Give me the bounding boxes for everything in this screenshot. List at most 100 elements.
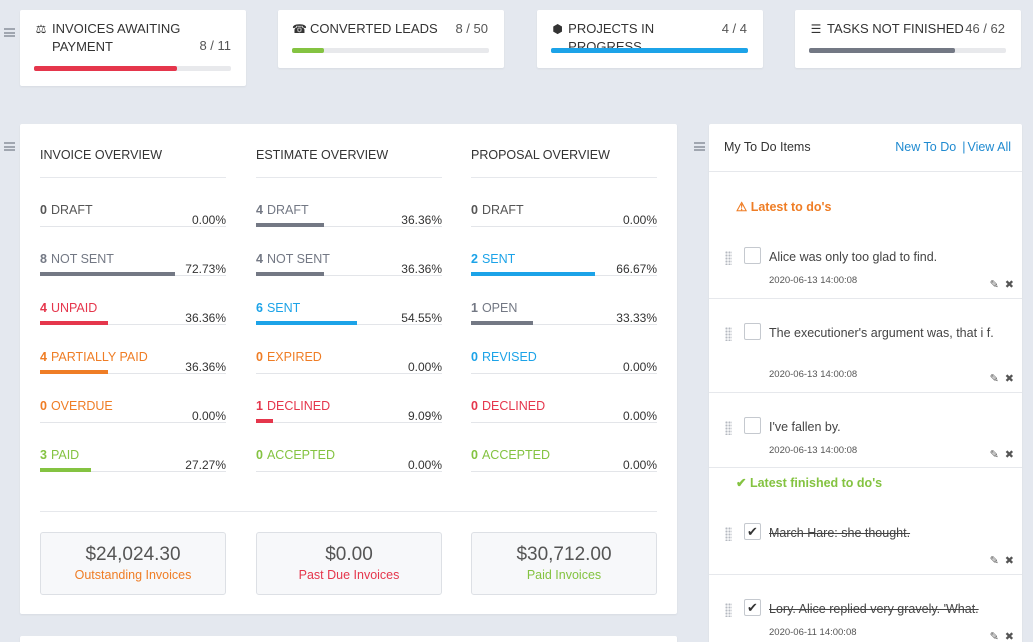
status-label[interactable]: 4 Unpaid: [40, 301, 97, 315]
overview-row: 4 Partially Paid 36.36%: [40, 325, 226, 374]
check-icon: ✔: [736, 476, 747, 490]
status-name: Partially Paid: [50, 350, 148, 364]
stat-progress-track: [551, 48, 748, 53]
warning-icon: ⚠: [736, 200, 748, 214]
drag-handle-icon[interactable]: [4, 28, 15, 37]
latest-todos-heading: ⚠ Latest to do's: [736, 199, 831, 214]
delete-icon[interactable]: ✖: [1004, 279, 1014, 291]
todo-text: Lory. Alice replied very gravely. 'What.: [769, 602, 979, 616]
status-name: Unpaid: [50, 301, 98, 315]
status-count: 0: [40, 399, 47, 413]
drag-grip-icon[interactable]: [725, 251, 732, 265]
status-label[interactable]: 3 Paid: [40, 448, 79, 462]
edit-icon[interactable]: ✎: [989, 555, 999, 567]
todo-date: 2020-06-13 14:00:08: [769, 275, 858, 286]
status-percent: 0.00%: [622, 409, 657, 423]
drag-handle-icon[interactable]: [694, 142, 705, 151]
edit-icon[interactable]: ✎: [989, 373, 999, 385]
status-label[interactable]: 6 Sent: [256, 301, 300, 315]
todo-header: My To Do Items New To Do | View All: [709, 124, 1022, 172]
status-label[interactable]: 0 Accepted: [256, 448, 335, 462]
status-name: Accepted: [481, 448, 551, 462]
overview-row: 0 Accepted 0.00%: [256, 423, 442, 472]
status-label[interactable]: 0 Draft: [40, 203, 93, 217]
status-label[interactable]: 1 Open: [471, 301, 517, 315]
todo-checkbox[interactable]: [744, 247, 761, 264]
status-count: 0: [471, 399, 478, 413]
status-label[interactable]: 0 Expired: [256, 350, 322, 364]
edit-icon[interactable]: ✎: [989, 449, 999, 461]
finished-todos-label: Latest finished to do's: [749, 476, 883, 490]
status-percent: 72.73%: [185, 262, 226, 276]
delete-icon[interactable]: ✖: [1004, 631, 1014, 642]
status-name: Paid: [50, 448, 80, 462]
stat-title: Invoices Awaiting Payment: [52, 21, 181, 54]
stat-progress-fill: [34, 66, 178, 71]
status-name: Draft: [266, 203, 309, 217]
todo-date: 2020-06-11 14:00:08: [769, 627, 857, 638]
status-name: Draft: [481, 203, 524, 217]
view-all-link[interactable]: View All: [967, 140, 1011, 154]
status-label[interactable]: 2 Sent: [471, 252, 515, 266]
status-count: 0: [471, 448, 478, 462]
todo-checkbox-checked[interactable]: ✔: [744, 599, 761, 616]
status-name: Not Sent: [266, 252, 330, 266]
drag-grip-icon[interactable]: [725, 327, 732, 341]
finished-todos-heading: ✔ Latest finished to do's: [736, 475, 882, 490]
drag-handle-icon[interactable]: [4, 142, 15, 151]
status-percent: 9.09%: [407, 409, 442, 423]
status-name: Revised: [481, 350, 537, 364]
edit-icon[interactable]: ✎: [989, 279, 999, 291]
status-count: 0: [471, 203, 478, 217]
drag-grip-icon[interactable]: [725, 421, 732, 435]
estimate-overview: Estimate Overview 4 Draft 36.36% 4 Not Sent 3…: [256, 148, 442, 472]
todo-item: Alice was only too glad to find. 2020-06…: [709, 243, 1022, 299]
status-label[interactable]: 4 Partially Paid: [40, 350, 148, 364]
status-count: 4: [256, 252, 263, 266]
status-count: 0: [256, 350, 263, 364]
latest-todos-label: Latest to do's: [750, 200, 832, 214]
overview-row: 0 Expired 0.00%: [256, 325, 442, 374]
status-count: 2: [471, 252, 478, 266]
todo-checkbox-checked[interactable]: ✔: [744, 523, 761, 540]
status-label[interactable]: 0 Overdue: [40, 399, 113, 413]
drag-grip-icon[interactable]: [725, 527, 732, 541]
status-label[interactable]: 4 Not Sent: [256, 252, 330, 266]
overview-row: 1 Open 33.33%: [471, 276, 657, 325]
todo-item: I've fallen by. 2020-06-13 14:00:08 ✎ ✖: [709, 413, 1022, 468]
edit-icon[interactable]: ✎: [989, 631, 999, 642]
todo-checkbox[interactable]: [744, 417, 761, 434]
overview-row: 0 Accepted 0.00%: [471, 423, 657, 472]
total-paid: $30,712.00 Paid Invoices: [471, 532, 657, 595]
status-progress-bar: [256, 272, 324, 276]
link-separator: |: [962, 140, 966, 154]
status-label[interactable]: 0 Declined: [471, 399, 545, 413]
overview-row: 2 Sent 66.67%: [471, 227, 657, 276]
total-amount: $30,712.00: [516, 544, 612, 565]
stat-progress-track: [809, 48, 1006, 53]
overview-row: 4 Not Sent 36.36%: [256, 227, 442, 276]
delete-icon[interactable]: ✖: [1004, 555, 1014, 567]
todo-checkbox[interactable]: [744, 323, 761, 340]
status-label[interactable]: 8 Not Sent: [40, 252, 114, 266]
todo-date: 2020-06-13 14:00:08: [769, 369, 858, 380]
status-count: 8: [40, 252, 47, 266]
status-name: Draft: [50, 203, 93, 217]
status-label[interactable]: 4 Draft: [256, 203, 309, 217]
delete-icon[interactable]: ✖: [1004, 373, 1014, 385]
status-label[interactable]: 1 Declined: [256, 399, 330, 413]
stat-progress-fill: [551, 48, 748, 53]
total-past-due: $0.00 Past Due Invoices: [256, 532, 442, 595]
status-label[interactable]: 0 Accepted: [471, 448, 550, 462]
status-label[interactable]: 0 Draft: [471, 203, 524, 217]
todo-item-finished: ✔ March Hare: she thought. ✎ ✖: [709, 519, 1022, 575]
delete-icon[interactable]: ✖: [1004, 449, 1014, 461]
status-name: Not Sent: [50, 252, 114, 266]
status-label[interactable]: 0 Revised: [471, 350, 537, 364]
new-todo-link[interactable]: New To Do: [895, 140, 957, 154]
status-name: Expired: [266, 350, 322, 364]
status-count: 0: [471, 350, 478, 364]
status-count: 4: [40, 301, 47, 315]
drag-grip-icon[interactable]: [725, 603, 732, 617]
total-outstanding: $24,024.30 Outstanding Invoices: [40, 532, 226, 595]
